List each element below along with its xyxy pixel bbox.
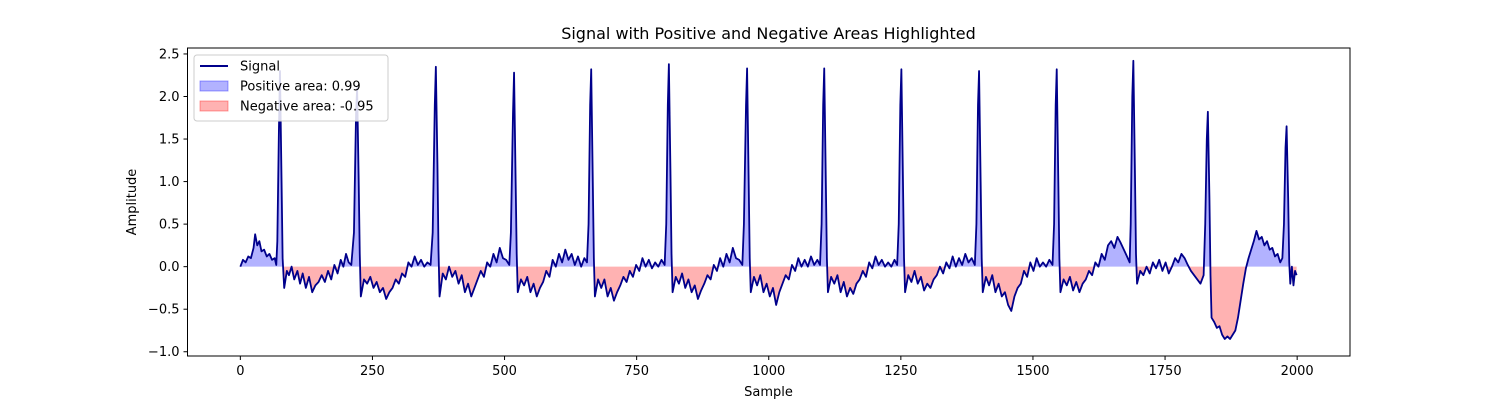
y-tick-label: 2.5 xyxy=(159,47,180,62)
positive-area-fill xyxy=(240,70,284,267)
negative-area-fill xyxy=(594,266,636,301)
y-tick-label: 1.5 xyxy=(159,133,180,148)
chart-title: Signal with Positive and Negative Areas … xyxy=(561,24,976,43)
legend-signal-label: Signal xyxy=(240,60,280,75)
positive-area-fill xyxy=(551,69,595,267)
plot-area xyxy=(187,47,1351,357)
negative-area-fill xyxy=(749,266,792,305)
negative-area-fill xyxy=(827,266,869,297)
x-tick-label: 250 xyxy=(360,364,385,379)
negative-area-fill xyxy=(671,266,714,299)
negative-area-fill xyxy=(360,266,408,299)
y-tick-label: 0.5 xyxy=(159,218,180,233)
x-tick-label: 1750 xyxy=(1149,364,1182,379)
x-tick-label: 500 xyxy=(492,364,517,379)
signal-line xyxy=(239,59,1298,340)
positive-area-fill xyxy=(1171,253,1189,267)
x-axis: 0 250 500 750 1000 1250 1500 1750 2000 xyxy=(236,356,1314,379)
legend-negative-label: Negative area: -0.95 xyxy=(240,100,374,115)
negative-area-fill xyxy=(517,266,552,297)
x-tick-label: 2000 xyxy=(1281,364,1314,379)
negative-area-fill xyxy=(449,266,487,297)
negative-area-fill xyxy=(1210,266,1247,339)
legend-negative-key xyxy=(199,100,229,112)
y-tick-label: 0.0 xyxy=(159,260,180,275)
negative-area-fill xyxy=(981,266,1030,311)
legend: Signal Positive area: 0.99 Negative area… xyxy=(193,54,389,122)
legend-box xyxy=(193,54,389,122)
positive-area-fill xyxy=(1034,69,1060,267)
y-axis: −1.0 −0.5 0.0 0.5 1.0 1.5 2.0 2.5 xyxy=(148,47,188,360)
x-tick-label: 1250 xyxy=(884,364,917,379)
negative-area-fill xyxy=(1188,266,1204,284)
x-axis-label: Sample xyxy=(744,385,793,400)
y-tick-label: 1.0 xyxy=(159,175,180,190)
y-tick-label: −0.5 xyxy=(148,303,180,318)
legend-positive-key xyxy=(199,80,229,92)
negative-area-fill xyxy=(1059,266,1095,293)
positive-area-fill xyxy=(1094,60,1137,267)
x-tick-label: 0 xyxy=(236,364,244,379)
x-tick-label: 750 xyxy=(624,364,649,379)
x-tick-label: 1000 xyxy=(752,364,785,379)
x-tick-label: 1500 xyxy=(1016,364,1049,379)
y-tick-label: 2.0 xyxy=(159,90,180,105)
y-tick-label: −1.0 xyxy=(148,345,180,360)
legend-positive-label: Positive area: 0.99 xyxy=(240,80,361,95)
y-axis-label: Amplitude xyxy=(125,169,140,236)
